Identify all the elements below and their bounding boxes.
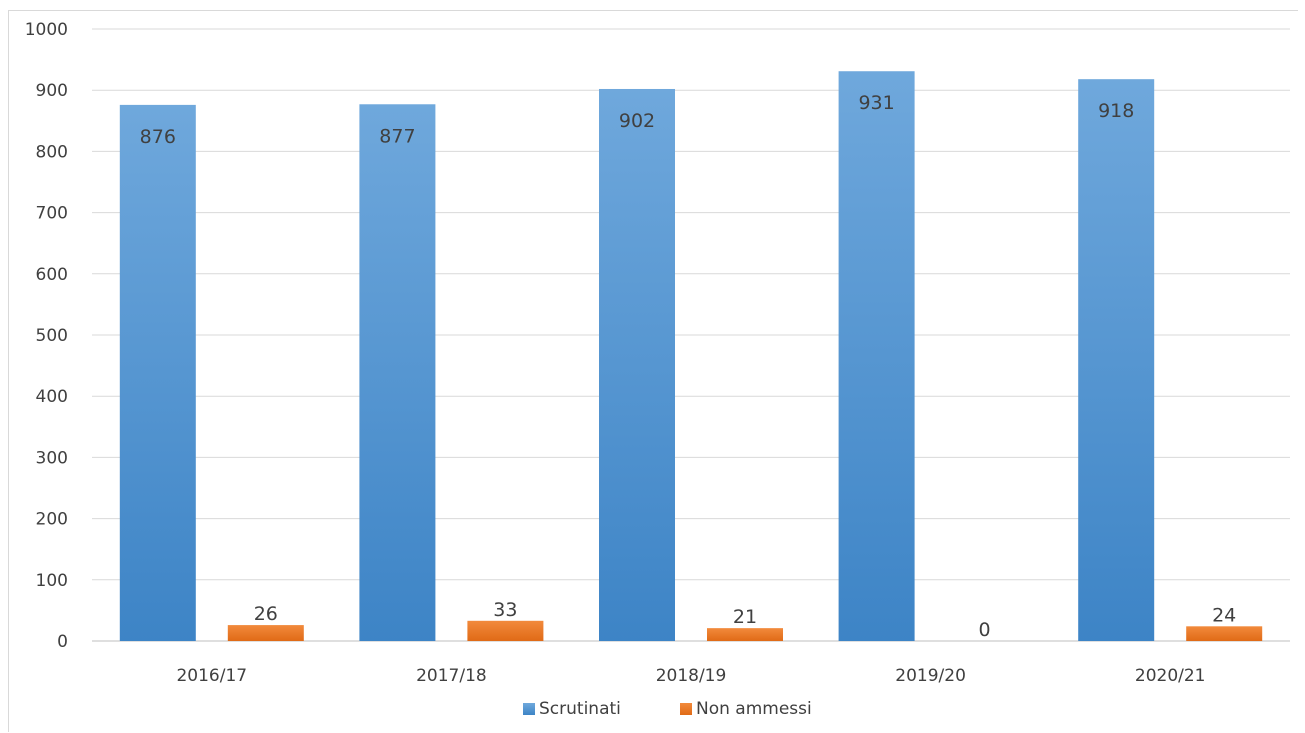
x-category-label: 2017/18 <box>416 666 487 686</box>
bar-scrutinati <box>119 104 196 641</box>
data-label-non-ammessi: 26 <box>254 603 278 625</box>
bar-scrutinati <box>599 88 675 641</box>
x-category-label: 2019/20 <box>895 666 966 686</box>
bar-scrutinati <box>838 71 915 641</box>
bar-scrutinati <box>359 104 436 641</box>
data-label-scrutinati: 876 <box>140 126 176 148</box>
x-category-label: 2020/21 <box>1135 666 1206 686</box>
y-tick-label: 400 <box>36 387 68 407</box>
y-tick-label: 700 <box>36 204 68 224</box>
legend-swatch-scrutinati <box>523 703 535 715</box>
x-category-label: 2018/19 <box>656 666 727 686</box>
y-tick-label: 200 <box>36 510 68 530</box>
bars <box>119 71 1263 641</box>
legend-label-scrutinati: Scrutinati <box>539 699 621 719</box>
y-tick-label: 100 <box>36 571 68 591</box>
legend-swatch-non-ammessi <box>680 703 692 715</box>
data-label-non-ammessi: 24 <box>1212 604 1236 626</box>
x-category-label: 2016/17 <box>176 666 247 686</box>
y-axis-ticks: 0 100 200 300 400 500 600 700 800 900 1000 <box>25 20 68 652</box>
bar-non-ammessi <box>1186 626 1263 641</box>
bar-non-ammessi <box>467 620 544 641</box>
bar-scrutinati <box>1078 79 1155 641</box>
y-tick-label: 1000 <box>25 20 68 40</box>
bar-non-ammessi <box>707 628 783 641</box>
legend: Scrutinati Non ammessi <box>523 699 812 719</box>
y-tick-label: 600 <box>36 265 68 285</box>
y-tick-label: 0 <box>57 632 68 652</box>
data-label-scrutinati: 931 <box>858 92 894 114</box>
x-axis-categories: 2016/17 2017/18 2018/19 2019/20 2020/21 <box>176 666 1205 686</box>
data-label-non-ammessi: 0 <box>979 619 991 641</box>
y-tick-label: 800 <box>36 142 68 162</box>
data-label-scrutinati: 902 <box>619 110 655 132</box>
data-label-scrutinati: 918 <box>1098 100 1134 122</box>
bar-non-ammessi <box>227 625 304 641</box>
y-tick-label: 900 <box>36 81 68 101</box>
data-label-non-ammessi: 21 <box>733 606 757 628</box>
data-labels: 876 26 877 33 902 21 931 0 918 24 <box>140 92 1237 641</box>
data-label-scrutinati: 877 <box>379 125 415 147</box>
y-tick-label: 300 <box>36 448 68 468</box>
data-label-non-ammessi: 33 <box>493 599 517 621</box>
y-tick-label: 500 <box>36 326 68 346</box>
legend-label-non-ammessi: Non ammessi <box>696 699 812 719</box>
chart-frame <box>8 10 1298 732</box>
